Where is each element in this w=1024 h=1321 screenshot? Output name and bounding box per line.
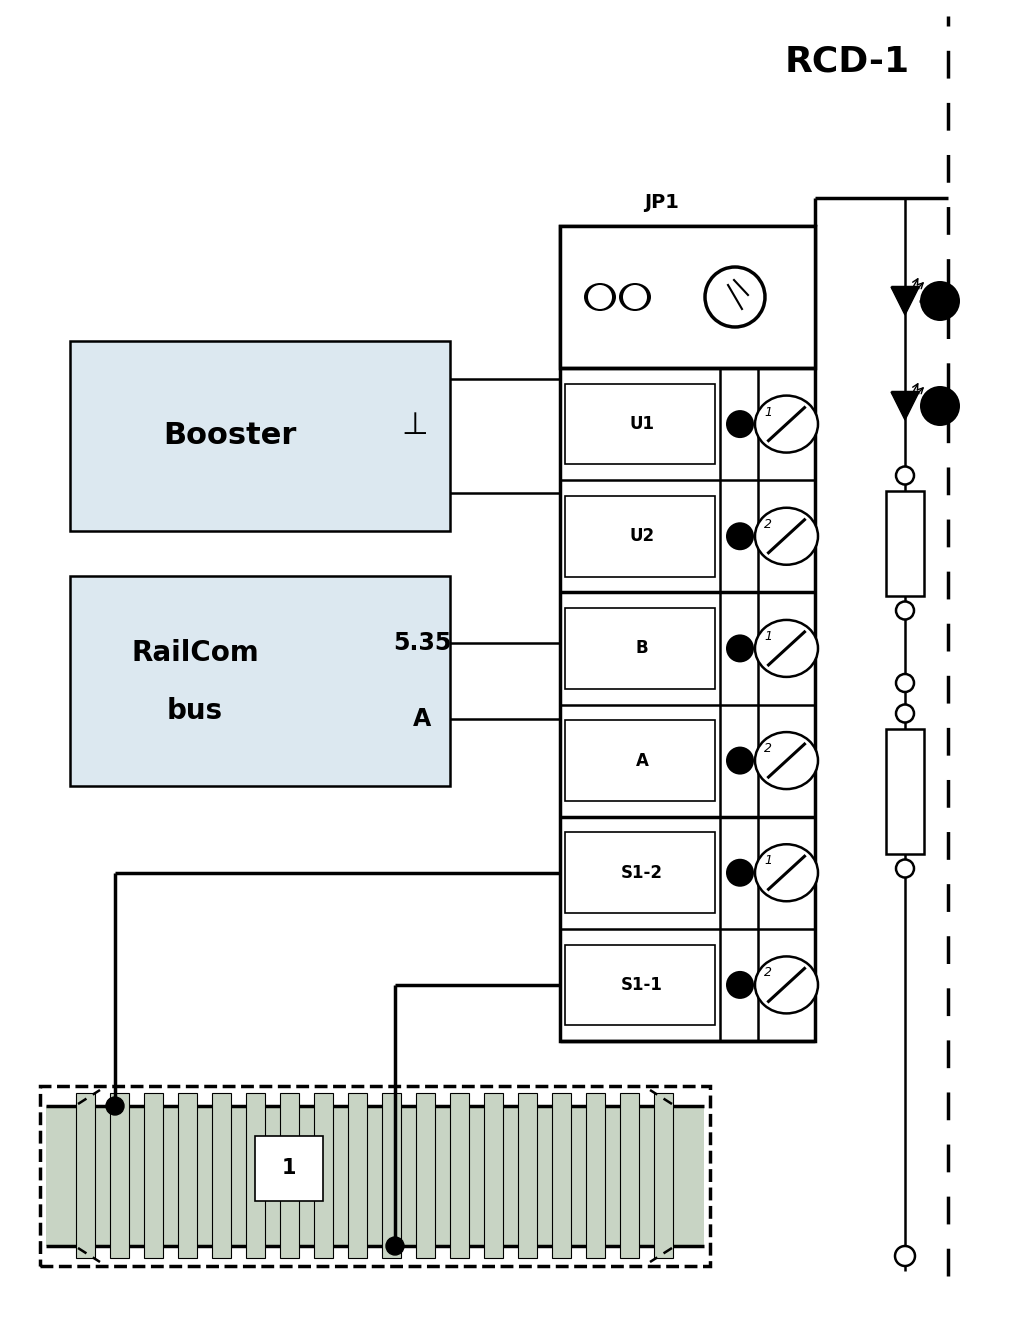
Circle shape [726, 746, 754, 774]
Bar [46, 1106, 703, 1246]
Bar [518, 1092, 537, 1258]
Circle shape [623, 285, 647, 309]
Polygon shape [891, 287, 919, 314]
Text: 1: 1 [764, 406, 772, 419]
Circle shape [106, 1096, 124, 1115]
Text: A: A [413, 707, 431, 731]
Bar [246, 1092, 265, 1258]
Text: bus: bus [167, 697, 223, 725]
Text: ⊥: ⊥ [401, 412, 428, 440]
Circle shape [920, 281, 961, 321]
Text: 2: 2 [764, 967, 772, 979]
Bar [653, 1092, 673, 1258]
Bar [552, 1092, 570, 1258]
Bar [212, 1092, 231, 1258]
Text: 5.35: 5.35 [393, 631, 452, 655]
Ellipse shape [755, 507, 818, 565]
Text: JP1: JP1 [644, 193, 680, 211]
Ellipse shape [755, 956, 818, 1013]
Circle shape [895, 1246, 915, 1266]
Circle shape [896, 704, 914, 723]
Bar [40, 1086, 710, 1266]
Bar [70, 341, 450, 531]
Bar [565, 495, 715, 577]
Bar [416, 1092, 435, 1258]
Bar [565, 720, 715, 801]
Text: 1: 1 [282, 1159, 296, 1178]
Text: 1: 1 [764, 630, 772, 643]
Bar [348, 1092, 367, 1258]
Bar [77, 1092, 95, 1258]
Bar [565, 945, 715, 1025]
Bar [565, 608, 715, 688]
Bar [255, 1136, 323, 1201]
Text: A: A [636, 752, 648, 770]
Circle shape [896, 601, 914, 620]
Ellipse shape [755, 844, 818, 901]
Bar [70, 576, 450, 786]
Text: 2: 2 [764, 742, 772, 756]
Text: RCD-1: RCD-1 [785, 44, 910, 78]
Ellipse shape [584, 283, 616, 310]
Circle shape [896, 860, 914, 877]
Bar [565, 832, 715, 913]
Text: 2: 2 [764, 518, 772, 531]
Circle shape [896, 674, 914, 692]
Text: S1-2: S1-2 [621, 864, 663, 881]
Circle shape [386, 1236, 404, 1255]
Text: RailCom: RailCom [131, 639, 259, 667]
Bar [586, 1092, 604, 1258]
Bar [382, 1092, 401, 1258]
Ellipse shape [755, 395, 818, 453]
Ellipse shape [618, 283, 651, 310]
Bar [483, 1092, 503, 1258]
Circle shape [726, 859, 754, 886]
Text: 1: 1 [764, 855, 772, 868]
Text: S1-1: S1-1 [622, 976, 663, 993]
Bar [144, 1092, 164, 1258]
Bar [111, 1092, 129, 1258]
Text: U1: U1 [630, 415, 654, 433]
Text: B: B [636, 639, 648, 658]
Bar [620, 1092, 639, 1258]
Circle shape [726, 971, 754, 999]
Text: U2: U2 [630, 527, 654, 546]
Polygon shape [891, 392, 919, 420]
Text: Booster: Booster [163, 421, 296, 450]
Circle shape [726, 522, 754, 551]
Bar [450, 1092, 469, 1258]
Circle shape [726, 410, 754, 439]
Circle shape [920, 386, 961, 425]
Bar [560, 226, 815, 369]
Ellipse shape [755, 620, 818, 676]
Circle shape [726, 634, 754, 662]
Circle shape [588, 285, 612, 309]
Circle shape [896, 466, 914, 485]
Ellipse shape [755, 732, 818, 789]
Bar [314, 1092, 333, 1258]
Bar [565, 383, 715, 465]
Bar [886, 728, 924, 853]
Bar [886, 490, 924, 596]
Bar [560, 226, 815, 1041]
Bar [178, 1092, 198, 1258]
Bar [281, 1092, 299, 1258]
